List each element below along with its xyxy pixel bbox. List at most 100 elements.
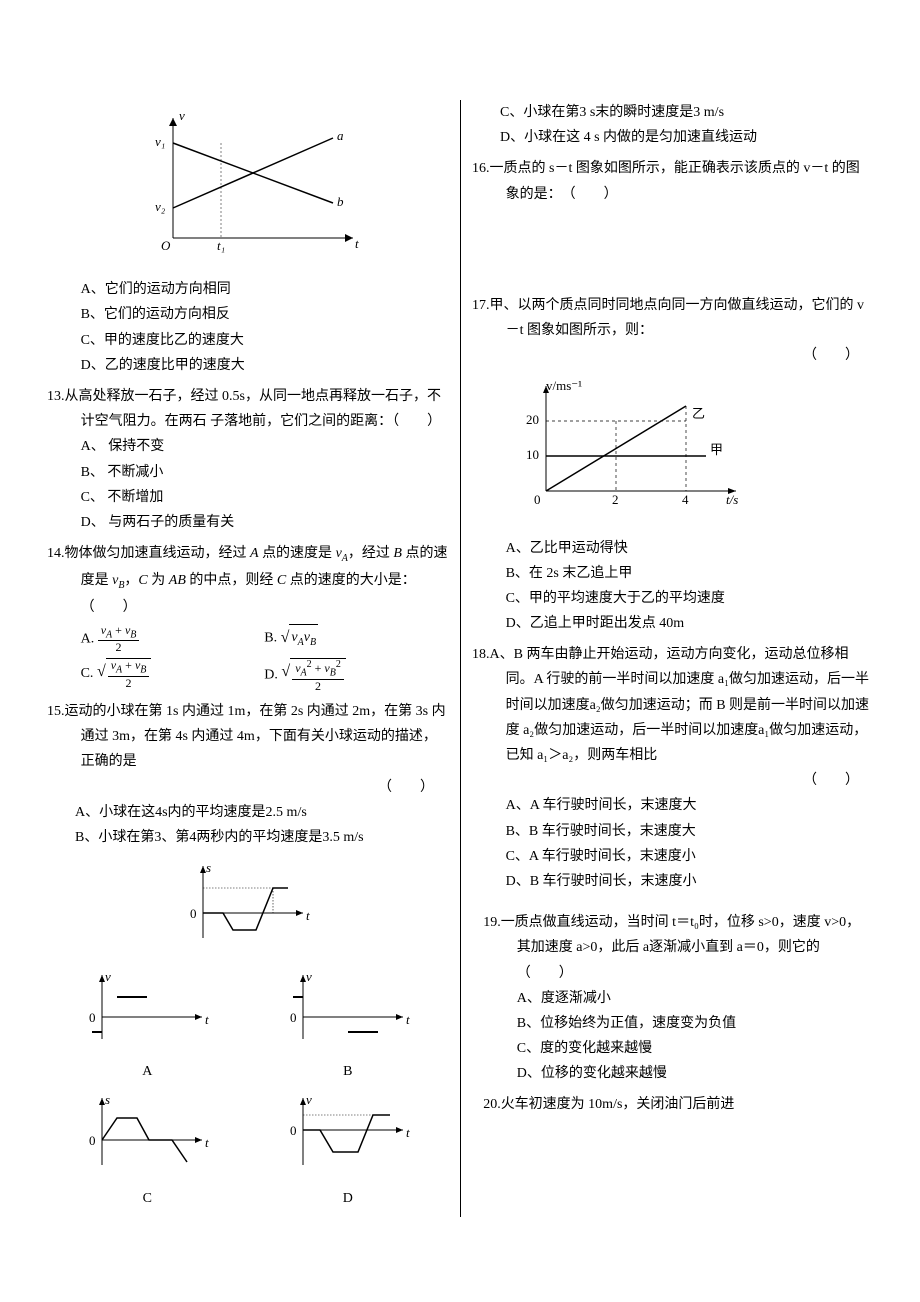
- q18-opt-a: A、A 车行驶时间长，末速度大: [472, 793, 873, 818]
- q15-opt-d: D、小球在这 4 s 内做的是匀加速直线运动: [472, 125, 873, 150]
- graph-b-label: B: [278, 1059, 418, 1084]
- svg-text:s: s: [206, 860, 211, 875]
- vt-graph: v t v₁ v₂ O t₁ a b: [47, 108, 448, 267]
- svg-text:t: t: [406, 1012, 410, 1027]
- graph-c: 0 s t C: [77, 1090, 217, 1211]
- q12-opt-b: B、它们的运动方向相反: [47, 302, 448, 327]
- svg-text:10: 10: [526, 447, 539, 462]
- svg-text:t₁: t₁: [217, 238, 225, 253]
- svg-text:t/s: t/s: [726, 492, 738, 507]
- left-column: v t v₁ v₂ O t₁ a b A、它们的运动方向相同 B、它们的运动方向…: [35, 100, 460, 1217]
- svg-text:a: a: [337, 128, 344, 143]
- q17-opt-a: A、乙比甲运动得快: [472, 536, 873, 561]
- q13-stem: 13.从高处释放一石子，经过 0.5s，从同一地点再释放一石子，不计空气阻力。在…: [47, 384, 448, 434]
- q12-opt-a: A、它们的运动方向相同: [47, 277, 448, 302]
- svg-text:2: 2: [612, 492, 619, 507]
- q20-stem: 20.火车初速度为 10m/s，关闭油门后前进: [483, 1092, 873, 1117]
- q14: 14.物体做匀加速直线运动，经过 A 点的速度是 vA，经过 B 点的速度是 v…: [47, 541, 448, 693]
- q17-opt-c: C、甲的平均速度大于乙的平均速度: [472, 586, 873, 611]
- svg-text:t: t: [205, 1135, 209, 1150]
- svg-text:v: v: [306, 1092, 312, 1107]
- q17-opt-d: D、乙追上甲时距出发点 40m: [472, 611, 873, 636]
- graph-a-label: A: [77, 1059, 217, 1084]
- graph-d: 0 v t D: [278, 1090, 418, 1211]
- svg-text:0: 0: [190, 906, 197, 921]
- x-axis-label: t: [355, 236, 359, 251]
- svg-text:O: O: [161, 238, 171, 253]
- graph-b: 0 v t B: [278, 967, 418, 1083]
- q14-row1: A. vA + vB2 B. vAvB: [47, 624, 448, 655]
- q20: 20.火车初速度为 10m/s，关闭油门后前进: [472, 1092, 873, 1117]
- svg-text:t: t: [306, 908, 310, 923]
- y-axis-label: v: [179, 108, 185, 123]
- q18-opt-b: B、B 车行驶时间长，末速度大: [472, 819, 873, 844]
- q14-opt-a: A. vA + vB2: [81, 624, 265, 655]
- q19-opt-b: B、位移始终为正值，速度变为负值: [483, 1011, 873, 1036]
- page: v t v₁ v₂ O t₁ a b A、它们的运动方向相同 B、它们的运动方向…: [0, 0, 920, 1247]
- q19-stem: 19.一质点做直线运动，当时间 t＝t₀时，位移 s>0，速度 v>0，其加速度…: [483, 910, 873, 986]
- q19-opt-d: D、位移的变化越来越慢: [483, 1061, 873, 1086]
- svg-text:v/ms⁻¹: v/ms⁻¹: [546, 378, 582, 393]
- q15-graphs-cd: 0 s t C 0 v t D: [47, 1090, 448, 1211]
- svg-text:v₂: v₂: [155, 199, 166, 214]
- q12-opt-d: D、乙的速度比甲的速度大: [47, 353, 448, 378]
- q17-opt-b: B、在 2s 末乙追上甲: [472, 561, 873, 586]
- q14-stem: 14.物体做匀加速直线运动，经过 A 点的速度是 vA，经过 B 点的速度是 v…: [47, 541, 448, 620]
- q15-graphs-ab: 0 v t A 0 v t B: [47, 967, 448, 1083]
- svg-text:0: 0: [290, 1123, 297, 1138]
- q17-graph: 20 10 0 2 4 v/ms⁻¹ t/s 乙 甲: [472, 376, 873, 525]
- graph-d-label: D: [278, 1186, 418, 1211]
- st-graph-svg: 0 s t: [178, 858, 318, 948]
- svg-text:v: v: [306, 969, 312, 984]
- graph-c-label: C: [77, 1186, 217, 1211]
- q13: 13.从高处释放一石子，经过 0.5s，从同一地点再释放一石子，不计空气阻力。在…: [47, 384, 448, 535]
- q14-opt-b: B. vAvB: [264, 624, 448, 655]
- q18-opt-d: D、B 车行驶时间长，末速度小: [472, 869, 873, 894]
- svg-text:0: 0: [89, 1133, 96, 1148]
- q19-opt-c: C、度的变化越来越慢: [483, 1036, 873, 1061]
- svg-text:20: 20: [526, 412, 539, 427]
- vt-graph-svg: v t v₁ v₂ O t₁ a b: [133, 108, 363, 258]
- right-column: C、小球在第3 s末的瞬时速度是3 m/s D、小球在这 4 s 内做的是匀加速…: [460, 100, 885, 1217]
- svg-text:v: v: [105, 969, 111, 984]
- q17: 17.甲、以两个质点同时同地点向同一方向做直线运动，它们的 v－t 图象如图所示…: [472, 293, 873, 637]
- svg-text:v₁: v₁: [155, 134, 165, 149]
- svg-text:t: t: [205, 1012, 209, 1027]
- q12-opt-c: C、甲的速度比乙的速度大: [47, 328, 448, 353]
- svg-text:b: b: [337, 194, 344, 209]
- q16-gap: [472, 213, 873, 293]
- svg-text:甲: 甲: [710, 442, 723, 457]
- column-divider: [460, 100, 461, 1217]
- q15-opt-b: B、小球在第3、第4两秒内的平均速度是3.5 m/s: [47, 825, 448, 850]
- svg-text:0: 0: [534, 492, 541, 507]
- q15-opt-a: A、小球在这4s内的平均速度是2.5 m/s: [47, 800, 448, 825]
- q17-stem: 17.甲、以两个质点同时同地点向同一方向做直线运动，它们的 v－t 图象如图所示…: [472, 293, 873, 343]
- svg-text:s: s: [105, 1092, 110, 1107]
- svg-text:4: 4: [682, 492, 689, 507]
- q19-opt-a: A、度逐渐减小: [483, 986, 873, 1011]
- q18: 18.A、B 两车由静止开始运动，运动方向变化，运动总位移相同。A 行驶的前一半…: [472, 642, 873, 894]
- q13-opt-c: C、 不断增加: [47, 485, 448, 510]
- q15-opt-c: C、小球在第3 s末的瞬时速度是3 m/s: [472, 100, 873, 125]
- q13-opt-d: D、 与两石子的质量有关: [47, 510, 448, 535]
- q14-opt-d: D. vA2 + vB22: [264, 658, 448, 693]
- svg-text:0: 0: [89, 1010, 96, 1025]
- q18-opt-c: C、A 车行驶时间长，末速度小: [472, 844, 873, 869]
- svg-text:0: 0: [290, 1010, 297, 1025]
- q14-opt-c: C. vA + vB2: [81, 658, 265, 693]
- q16-stem: 16.一质点的 s－t 图象如图所示，能正确表示该质点的 v－t 的图象的是： …: [472, 156, 873, 206]
- q17-graph-svg: 20 10 0 2 4 v/ms⁻¹ t/s 乙 甲: [506, 376, 756, 516]
- q18-stem: 18.A、B 两车由静止开始运动，运动方向变化，运动总位移相同。A 行驶的前一半…: [472, 642, 873, 768]
- svg-text:t: t: [406, 1125, 410, 1140]
- q16: 16.一质点的 s－t 图象如图所示，能正确表示该质点的 v－t 的图象的是： …: [472, 156, 873, 206]
- q13-opt-a: A、 保持不变: [47, 434, 448, 459]
- q12-options: A、它们的运动方向相同 B、它们的运动方向相反 C、甲的速度比乙的速度大 D、乙…: [47, 277, 448, 378]
- graph-a: 0 v t A: [77, 967, 217, 1083]
- q15: 15.运动的小球在第 1s 内通过 1m，在第 2s 内通过 2m，在第 3s …: [47, 699, 448, 850]
- q13-opt-b: B、 不断减小: [47, 460, 448, 485]
- svg-text:乙: 乙: [692, 406, 705, 421]
- q19: 19.一质点做直线运动，当时间 t＝t₀时，位移 s>0，速度 v>0，其加速度…: [472, 910, 873, 1086]
- q15-cont: C、小球在第3 s末的瞬时速度是3 m/s D、小球在这 4 s 内做的是匀加速…: [472, 100, 873, 150]
- q15-stem: 15.运动的小球在第 1s 内通过 1m，在第 2s 内通过 2m，在第 3s …: [47, 699, 448, 775]
- q14-row2: C. vA + vB2 D. vA2 + vB22: [47, 658, 448, 693]
